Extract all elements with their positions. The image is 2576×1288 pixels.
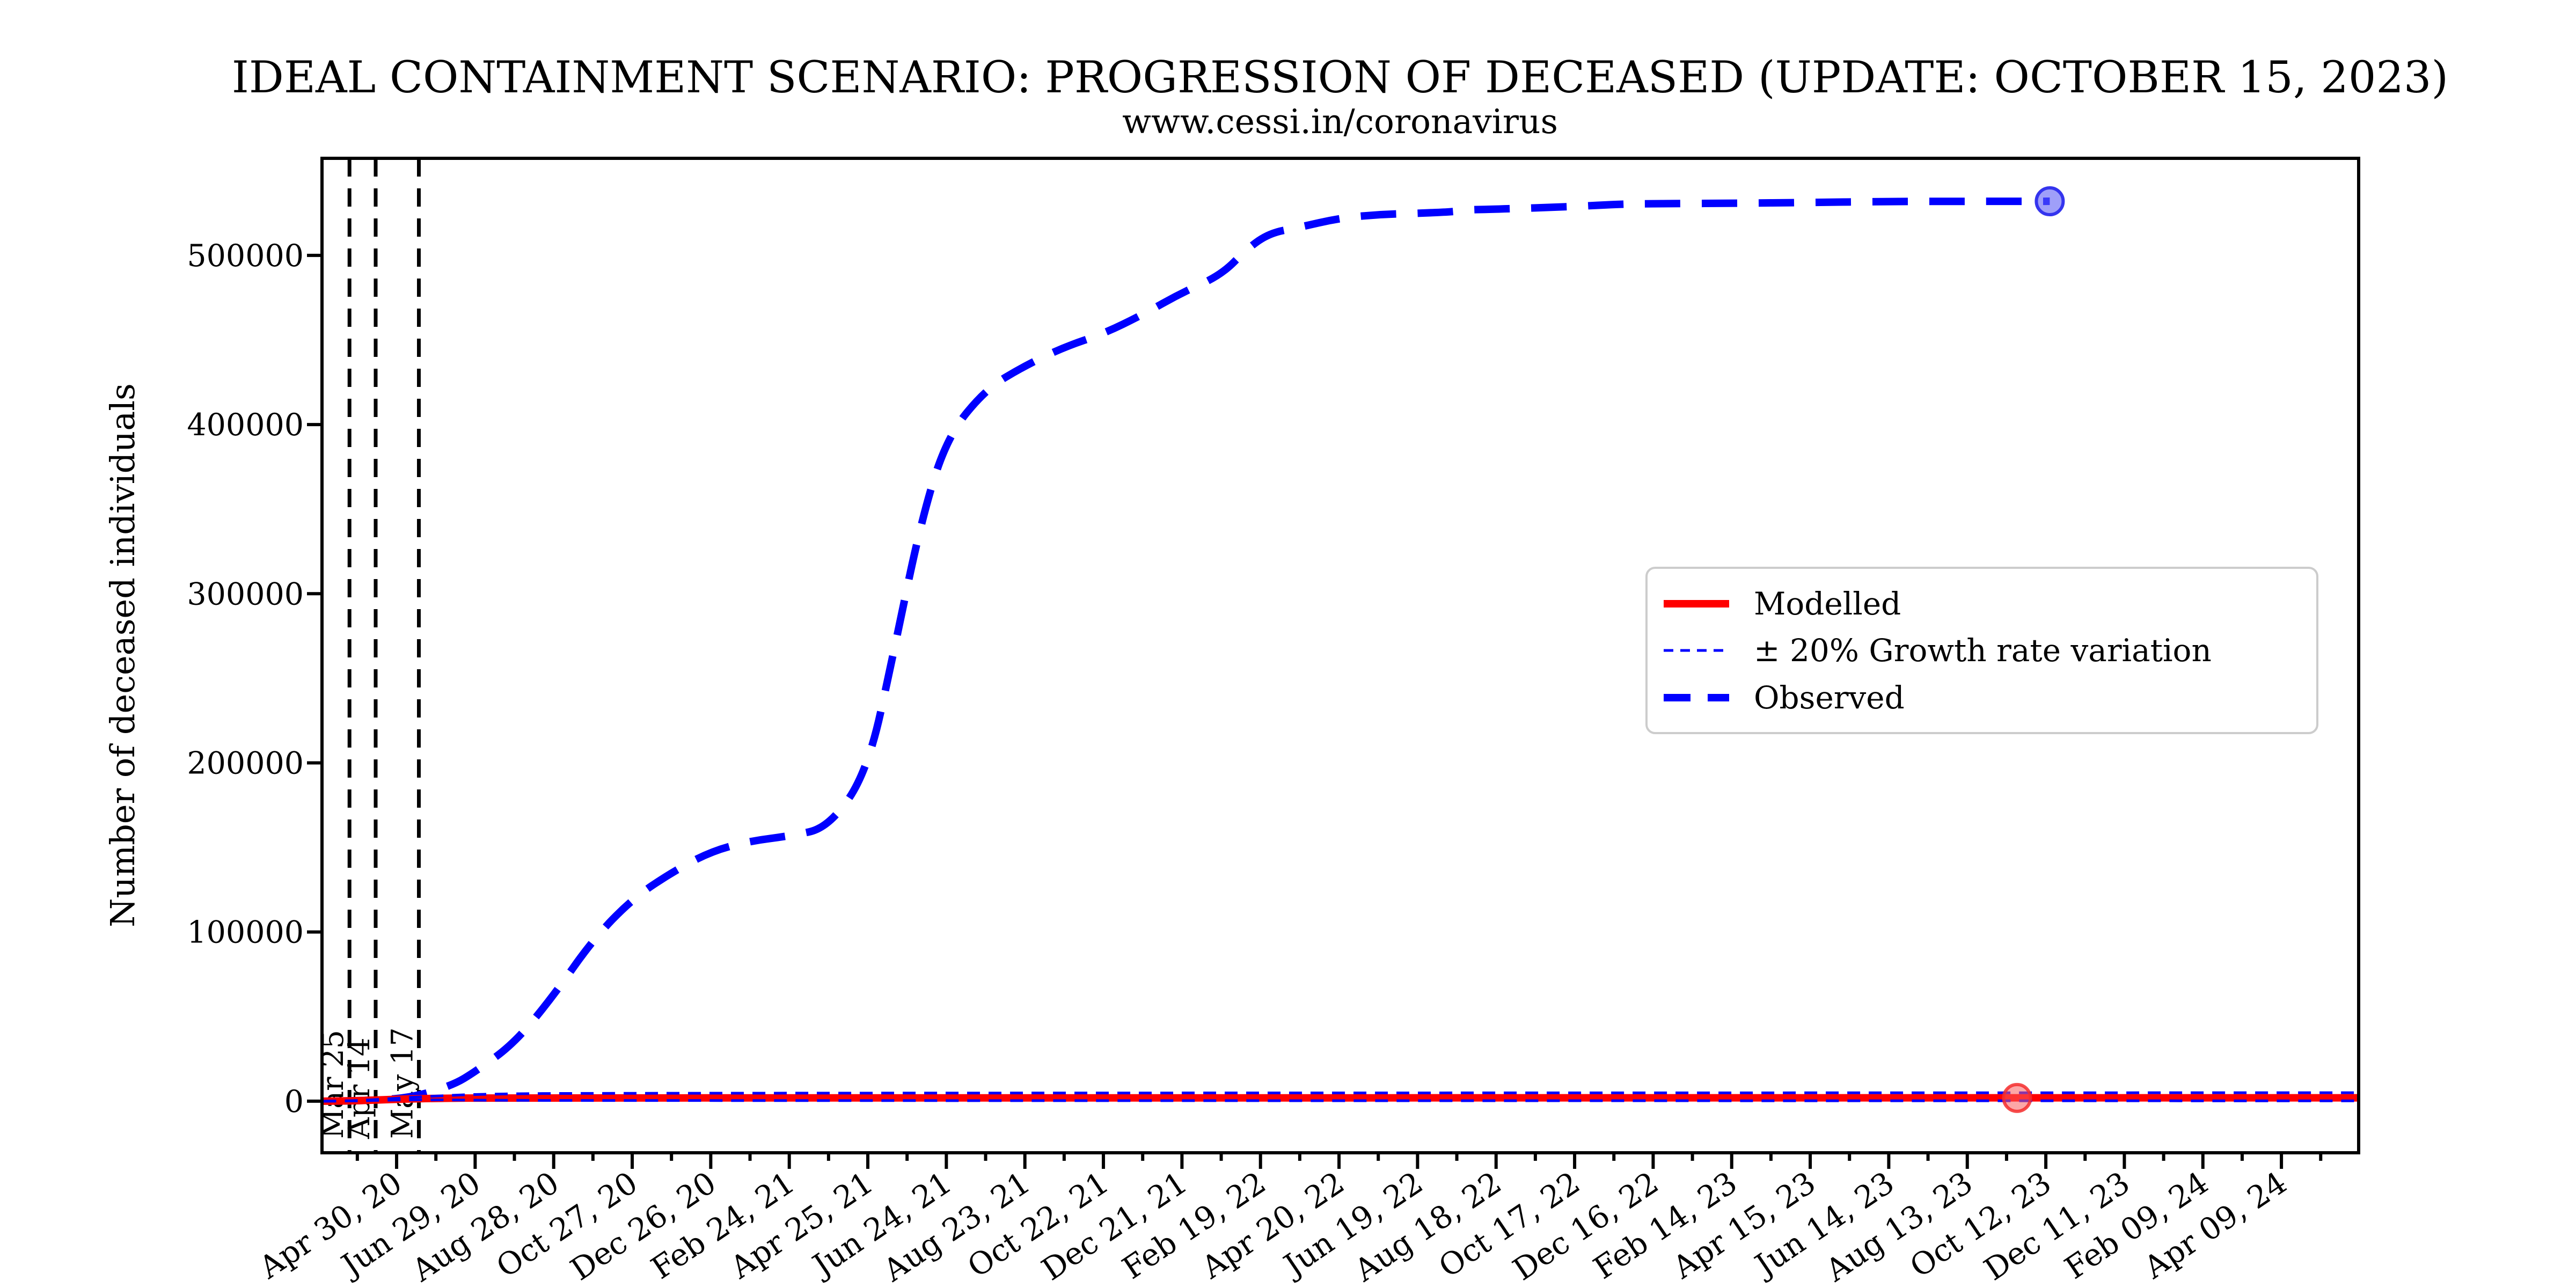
series-observed (335, 197, 2050, 1105)
legend-label-observed: Observed (1754, 679, 1905, 716)
event-vline-label: May 17 (385, 1027, 419, 1139)
chart-subtitle: www.cessi.in/coronavirus (1122, 102, 1558, 141)
series-modelled (323, 1094, 2359, 1105)
legend-label-growth-variation: ± 20% Growth rate variation (1754, 632, 2212, 669)
event-vline-label: Apr 14 (342, 1037, 376, 1139)
modelled-line-sample-icon (1664, 599, 1729, 608)
legend-entry-growth-variation: ± 20% Growth rate variation (1663, 635, 2306, 666)
y-axis-label: Number of deceased individuals (103, 383, 142, 927)
y-tick-label: 400000 (187, 407, 304, 443)
legend-entry-observed: Observed (1663, 682, 2306, 713)
legend-entry-modelled: Modelled (1663, 588, 2306, 619)
legend-label-modelled: Modelled (1754, 585, 1901, 622)
modelled-endpoint-marker (2002, 1082, 2032, 1113)
chart-title: IDEAL CONTAINMENT SCENARIO: PROGRESSION … (232, 53, 2448, 103)
y-tick-label: 200000 (187, 745, 304, 781)
y-tick-label: 300000 (187, 576, 304, 612)
y-tick-label: 0 (284, 1084, 304, 1119)
legend-box: Modelled ± 20% Growth rate variation Obs… (1645, 567, 2318, 734)
y-tick-label: 500000 (187, 238, 304, 274)
y-tick-label: 100000 (187, 915, 304, 950)
growth-variation-line-sample-icon (1664, 649, 1729, 652)
series-growth-rate-20- (323, 1091, 2359, 1103)
observed-endpoint-marker (2035, 186, 2065, 217)
series-growth-rate-20- (323, 1098, 2359, 1103)
observed-line-sample-icon (1664, 693, 1729, 701)
